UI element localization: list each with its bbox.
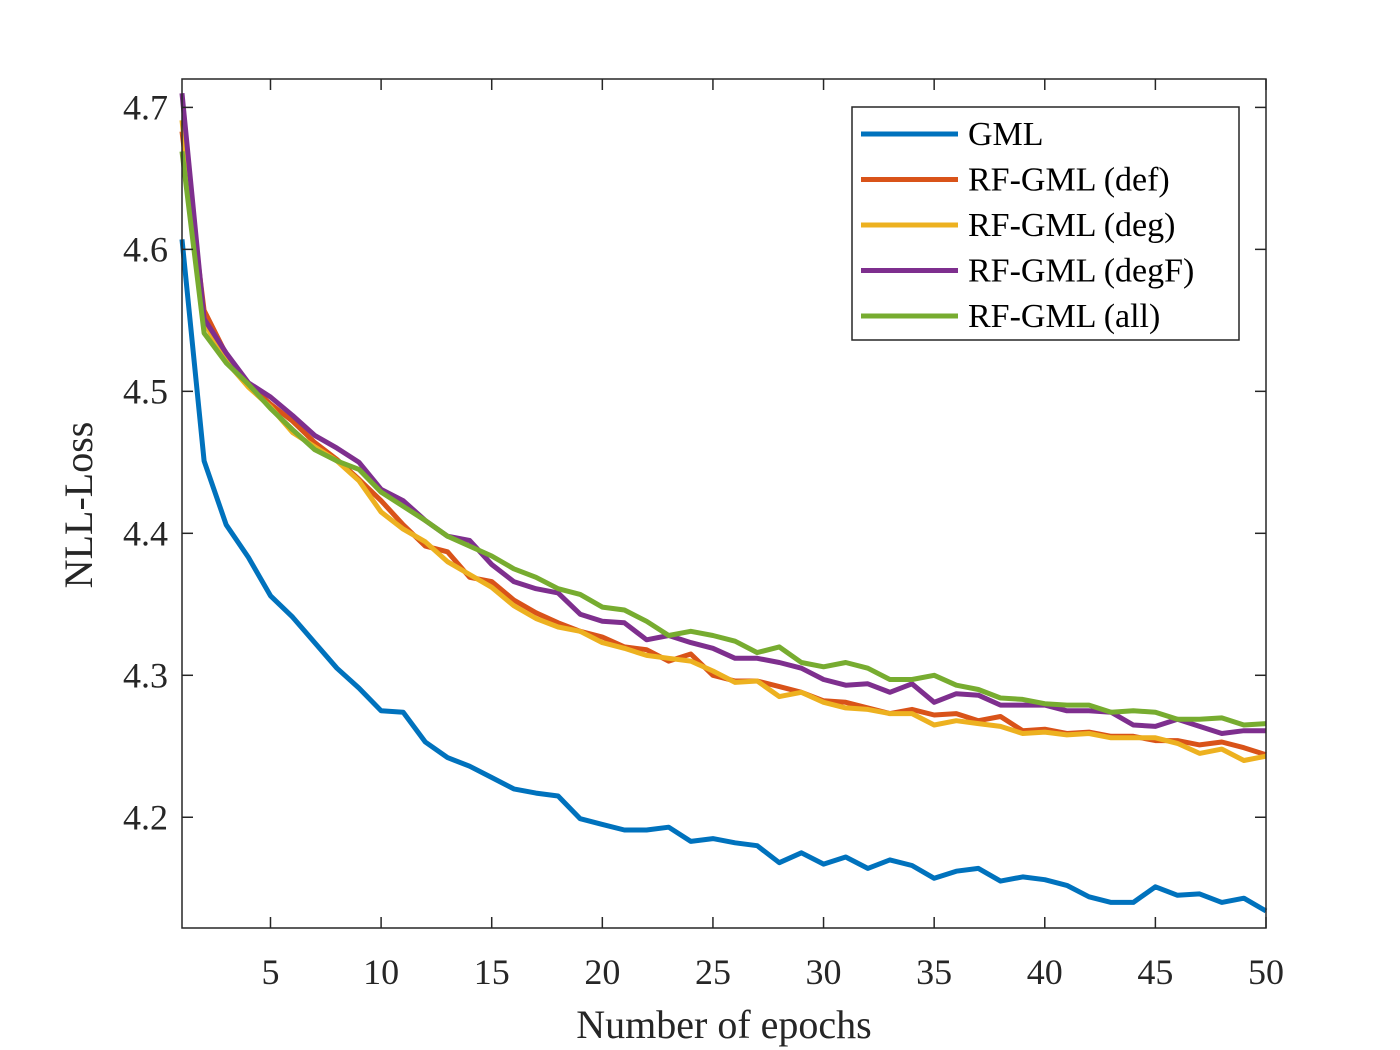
y-tick-label: 4.2 xyxy=(123,797,168,837)
x-tick-label: 30 xyxy=(806,952,842,992)
legend-label-2: RF-GML (deg) xyxy=(968,207,1175,244)
y-tick-label: 4.6 xyxy=(123,229,168,269)
x-tick-label: 35 xyxy=(916,952,952,992)
x-tick-label: 15 xyxy=(474,952,510,992)
x-tick-label: 50 xyxy=(1248,952,1284,992)
y-tick-label: 4.7 xyxy=(123,87,168,127)
series-line-0 xyxy=(179,239,1268,914)
y-axis-label: NLL-Loss xyxy=(56,422,101,589)
x-tick-label: 20 xyxy=(584,952,620,992)
axes-frame xyxy=(181,78,1267,929)
series-line-3 xyxy=(179,92,1266,736)
legend-label-1: RF-GML (def) xyxy=(968,162,1170,199)
axes-box xyxy=(181,78,1267,929)
legend-label-3: RF-GML (degF) xyxy=(968,253,1194,290)
y-tick-label: 4.5 xyxy=(123,371,168,411)
series-layer xyxy=(179,92,1268,914)
y-tick-label: 4.3 xyxy=(123,655,168,695)
x-axis-label: Number of epochs xyxy=(576,1002,871,1047)
y-tick-label: 4.4 xyxy=(123,513,168,553)
legend: GML RF-GML (def) RF-GML (deg) RF-GML (degF)… xyxy=(851,106,1240,341)
x-tick-label: 10 xyxy=(363,952,399,992)
x-tick-label: 40 xyxy=(1027,952,1063,992)
legend-label-0: GML xyxy=(968,116,1044,153)
legend-label-4: RF-GML (all) xyxy=(968,298,1160,335)
x-tick-label: 25 xyxy=(695,952,731,992)
ticks-layer: 5 10 15 20 25 30 35 40 45 50 4.2 4.3 4.4 4.5 4.6 4.7 xyxy=(123,79,1284,992)
x-tick-label: 5 xyxy=(261,952,279,992)
series-line-2 xyxy=(179,119,1267,763)
series-line-4 xyxy=(179,151,1267,728)
x-tick-label: 45 xyxy=(1137,952,1173,992)
